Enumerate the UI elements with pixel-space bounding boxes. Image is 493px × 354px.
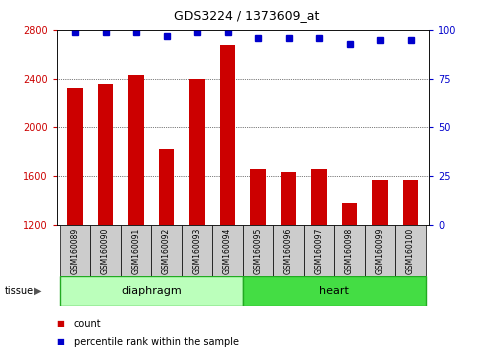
Bar — [182, 225, 212, 276]
Text: ■: ■ — [57, 319, 65, 329]
Bar — [68, 88, 83, 225]
Text: count: count — [74, 319, 102, 329]
Bar — [220, 45, 235, 225]
Text: GSM160100: GSM160100 — [406, 227, 415, 274]
Bar — [403, 181, 418, 225]
Text: GSM160096: GSM160096 — [284, 227, 293, 274]
Bar — [159, 149, 174, 225]
Bar — [304, 225, 334, 276]
Bar — [212, 225, 243, 276]
Bar — [395, 225, 426, 276]
Bar — [250, 169, 266, 225]
Text: GSM160097: GSM160097 — [315, 227, 323, 274]
Bar — [121, 225, 151, 276]
Bar — [342, 203, 357, 225]
Bar — [273, 225, 304, 276]
Text: GSM160095: GSM160095 — [253, 227, 263, 274]
Text: GSM160093: GSM160093 — [193, 227, 202, 274]
Bar — [60, 225, 90, 276]
Text: diaphragm: diaphragm — [121, 286, 181, 296]
Bar — [373, 181, 387, 225]
Text: GSM160091: GSM160091 — [132, 227, 141, 274]
Bar — [281, 172, 296, 225]
Text: heart: heart — [319, 286, 349, 296]
Text: ■: ■ — [57, 337, 65, 346]
Text: tissue: tissue — [5, 286, 34, 296]
Bar — [60, 276, 243, 306]
Text: GSM160090: GSM160090 — [101, 227, 110, 274]
Text: percentile rank within the sample: percentile rank within the sample — [74, 337, 239, 347]
Text: GSM160098: GSM160098 — [345, 227, 354, 274]
Text: GSM160099: GSM160099 — [376, 227, 385, 274]
Bar — [243, 225, 273, 276]
Text: GSM160089: GSM160089 — [70, 227, 79, 274]
Text: GDS3224 / 1373609_at: GDS3224 / 1373609_at — [174, 9, 319, 22]
Text: ▶: ▶ — [34, 286, 41, 296]
Bar — [365, 225, 395, 276]
Bar — [98, 84, 113, 225]
Bar — [243, 276, 426, 306]
Bar — [189, 79, 205, 225]
Bar — [334, 225, 365, 276]
Text: GSM160092: GSM160092 — [162, 227, 171, 274]
Text: GSM160094: GSM160094 — [223, 227, 232, 274]
Bar — [151, 225, 182, 276]
Bar — [312, 169, 327, 225]
Bar — [90, 225, 121, 276]
Bar — [128, 75, 143, 225]
